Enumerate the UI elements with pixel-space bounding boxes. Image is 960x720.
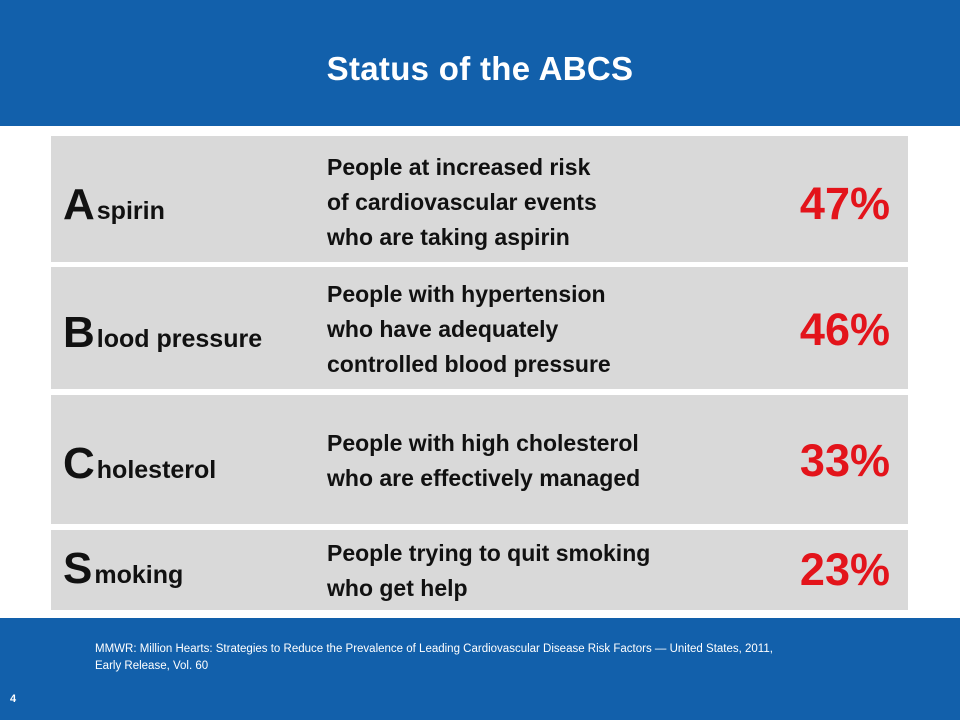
row-label-rest: moking — [94, 561, 184, 589]
row-description: People trying to quit smoking who get he… — [327, 536, 767, 606]
page-number: 4 — [10, 693, 17, 705]
row-percent: 47% — [799, 178, 890, 229]
row-label-rest: spirin — [96, 197, 165, 225]
description-line: who have adequately — [327, 316, 559, 342]
description-line: who get help — [327, 575, 468, 601]
row-initial: B — [63, 308, 95, 357]
row-initial: C — [63, 439, 95, 488]
row-description: People at increased risk of cardiovascul… — [327, 150, 767, 255]
abcs-row-smoking: Smoking People trying to quit smoking wh… — [51, 530, 908, 610]
row-percent: 23% — [799, 544, 890, 595]
description-line: controlled blood pressure — [327, 351, 611, 377]
row-percent: 33% — [799, 435, 890, 486]
row-description: People with hypertension who have adequa… — [327, 277, 767, 382]
row-label: Smoking — [63, 544, 183, 594]
description-line: People at increased risk — [327, 154, 591, 180]
description-line: People trying to quit smoking — [327, 540, 651, 566]
slide-title: Status of the ABCS — [326, 50, 634, 87]
abcs-row-cholesterol: Cholesterol People with high cholesterol… — [51, 395, 908, 524]
abcs-row-aspirin: Aspirin People at increased risk of card… — [51, 136, 908, 262]
row-label-rest: holesterol — [96, 456, 217, 484]
citation-line: Early Release, Vol. 60 — [95, 660, 209, 672]
abcs-row-blood-pressure: Blood pressure People with hypertension … — [51, 267, 908, 389]
description-line: People with high cholesterol — [327, 430, 639, 456]
row-initial: S — [63, 544, 93, 593]
row-percent: 46% — [799, 304, 890, 355]
citation-line: MMWR: Million Hearts: Strategies to Redu… — [95, 643, 773, 655]
row-description: People with high cholesterol who are eff… — [327, 426, 767, 496]
row-label: Blood pressure — [63, 308, 262, 358]
description-line: People with hypertension — [327, 281, 606, 307]
footer-band — [0, 618, 960, 720]
row-label: Aspirin — [63, 180, 165, 230]
row-label-rest: lood pressure — [96, 325, 263, 353]
row-initial: A — [63, 180, 95, 229]
description-line: who are effectively managed — [327, 465, 641, 491]
description-line: who are taking aspirin — [327, 224, 570, 250]
header-band — [0, 0, 960, 126]
description-line: of cardiovascular events — [327, 189, 597, 215]
citation: MMWR: Million Hearts: Strategies to Redu… — [95, 641, 915, 675]
row-label: Cholesterol — [63, 439, 216, 489]
